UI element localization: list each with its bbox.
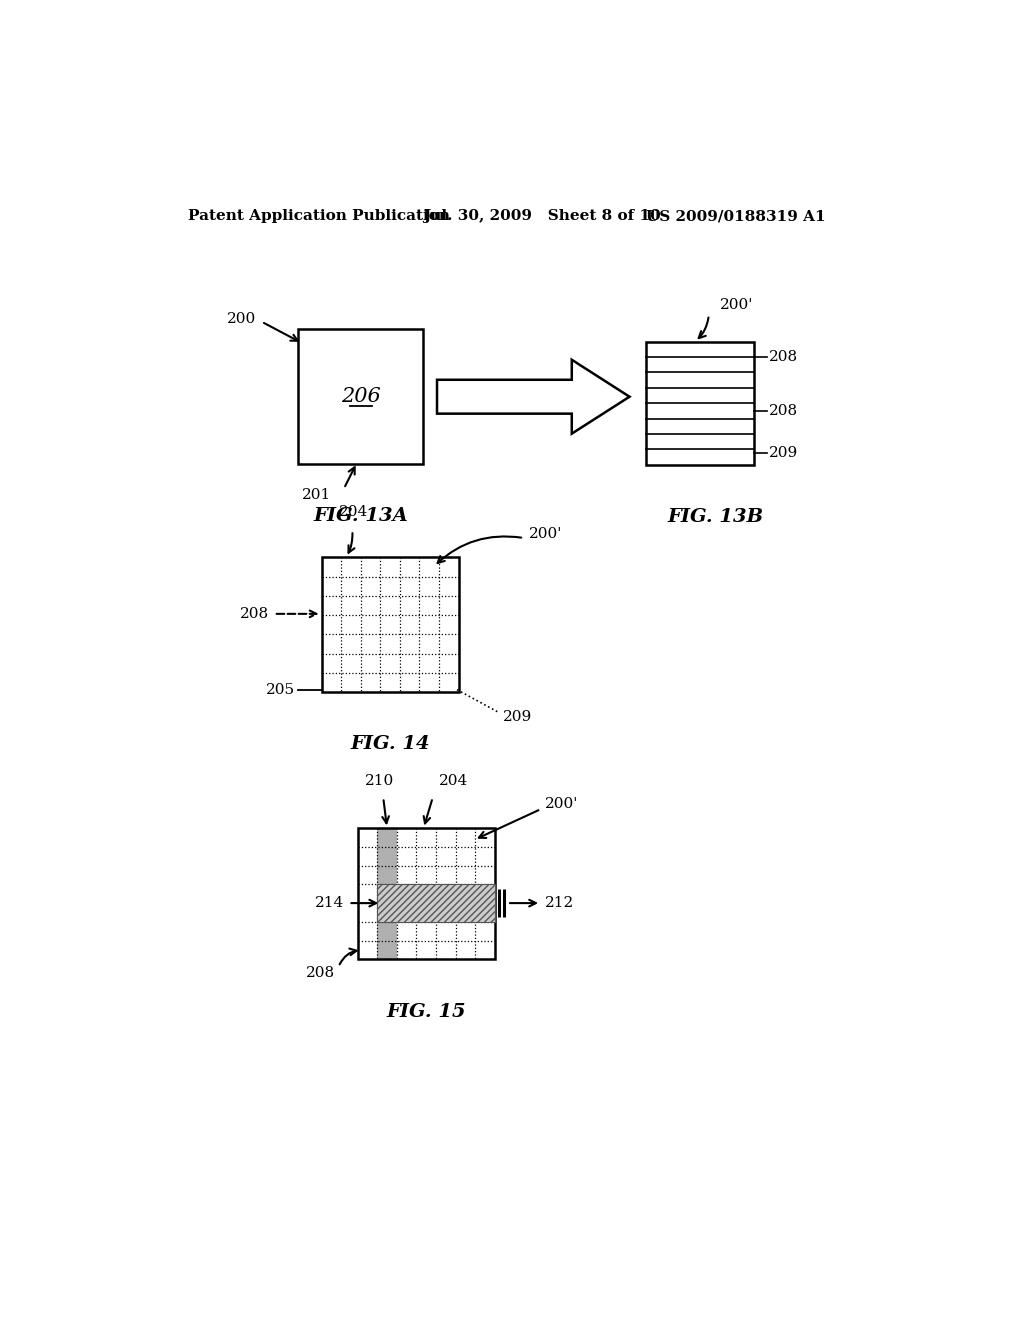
Text: 205: 205 (265, 682, 295, 697)
Text: 214: 214 (314, 896, 344, 909)
Text: FIG. 15: FIG. 15 (386, 1003, 466, 1020)
Text: 206: 206 (341, 387, 381, 407)
Bar (377, 884, 495, 921)
Text: 200': 200' (720, 298, 753, 312)
Text: 208: 208 (769, 404, 798, 418)
Bar (357, 829, 495, 960)
Text: 209: 209 (769, 446, 798, 459)
Text: 212: 212 (545, 896, 574, 909)
Bar (322, 557, 459, 692)
Text: FIG. 13B: FIG. 13B (668, 508, 764, 527)
Text: Jul. 30, 2009   Sheet 8 of 10: Jul. 30, 2009 Sheet 8 of 10 (423, 209, 660, 223)
Text: 210: 210 (365, 775, 394, 788)
Bar (377, 829, 397, 960)
Text: 208: 208 (769, 350, 798, 364)
Text: Patent Application Publication: Patent Application Publication (188, 209, 451, 223)
Bar (646, 342, 755, 465)
Bar (298, 330, 423, 465)
Text: 200': 200' (545, 797, 579, 810)
Text: 204: 204 (439, 775, 468, 788)
Polygon shape (437, 360, 630, 434)
Text: US 2009/0188319 A1: US 2009/0188319 A1 (646, 209, 826, 223)
Text: 209: 209 (503, 710, 532, 723)
Text: 208: 208 (240, 607, 269, 620)
Text: 204: 204 (339, 504, 369, 519)
Text: 201: 201 (302, 488, 332, 502)
Text: FIG. 14: FIG. 14 (350, 735, 430, 754)
Text: 200: 200 (227, 312, 256, 326)
Text: FIG. 13A: FIG. 13A (313, 507, 409, 525)
Text: 208: 208 (305, 966, 335, 979)
Text: 200': 200' (529, 527, 563, 541)
